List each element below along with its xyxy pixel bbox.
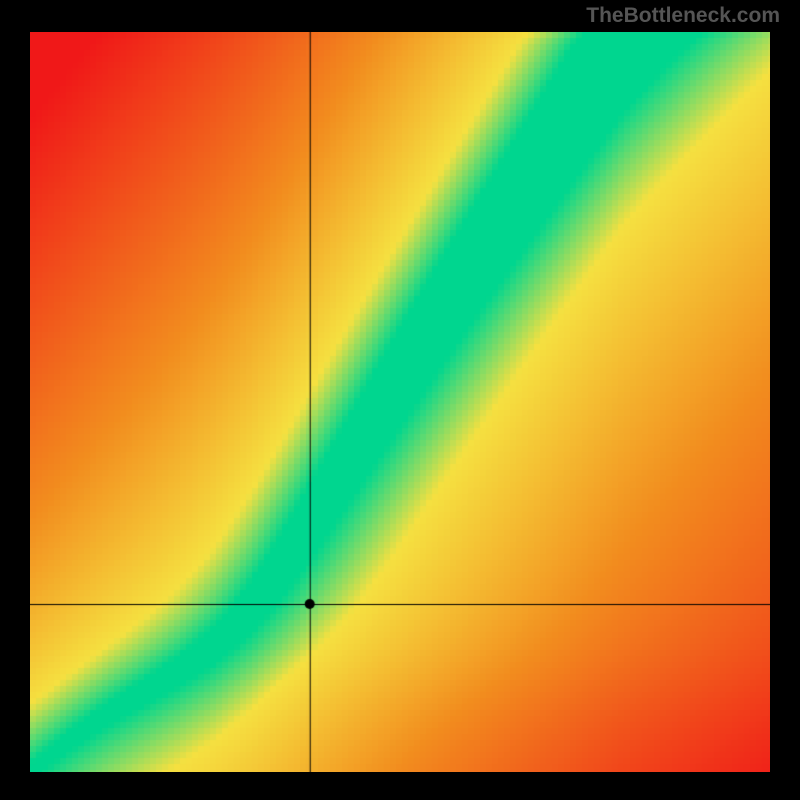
heatmap-plot bbox=[30, 32, 770, 772]
chart-container: TheBottleneck.com bbox=[0, 0, 800, 800]
heatmap-canvas bbox=[30, 32, 770, 772]
watermark-text: TheBottleneck.com bbox=[586, 4, 780, 28]
